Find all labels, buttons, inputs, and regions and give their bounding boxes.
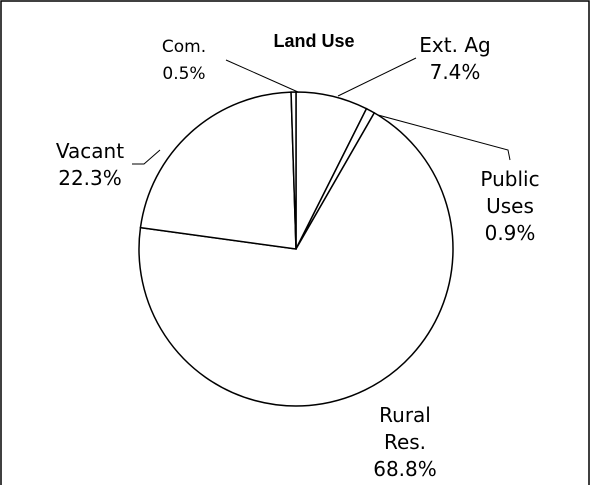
leader-lines <box>132 57 511 165</box>
category-label: Com. <box>161 37 207 57</box>
category-label: Public Uses <box>480 167 540 218</box>
value-label: 7.4% <box>429 60 481 84</box>
slice-label: Vacant 22.3% <box>35 138 145 192</box>
value-label: 68.8% <box>373 457 437 481</box>
slice-label: Public Uses 0.9% <box>470 166 550 247</box>
leader-line <box>225 59 299 93</box>
value-label: 0.5% <box>162 64 206 84</box>
category-label: Ext. Ag <box>419 33 491 57</box>
leader-line <box>377 114 511 161</box>
slice-label: Rural Res. 68.8% <box>365 402 445 483</box>
chart-title: Land Use <box>273 31 355 51</box>
leader-line <box>337 57 417 97</box>
value-label: 22.3% <box>58 166 122 190</box>
leader-line <box>132 149 161 165</box>
pie-slice <box>290 91 297 250</box>
pie-slice <box>139 91 297 250</box>
slice-label: Com. 0.5% <box>144 34 224 88</box>
category-label: Vacant <box>55 139 125 163</box>
pie-slice <box>138 111 454 407</box>
value-label: 0.9% <box>484 221 536 245</box>
slice-label: Ext. Ag 7.4% <box>405 32 505 86</box>
pie <box>138 91 454 407</box>
category-label: Rural Res. <box>379 403 431 454</box>
